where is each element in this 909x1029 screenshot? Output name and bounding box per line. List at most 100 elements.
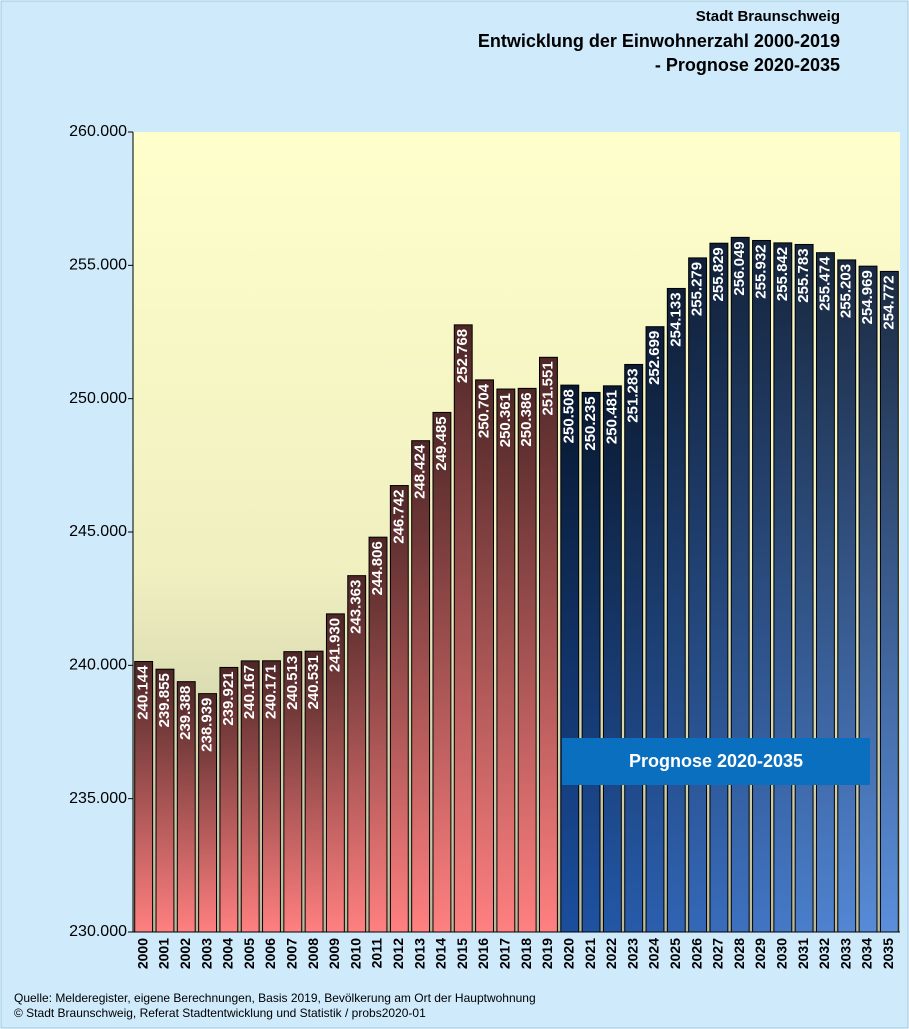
x-tick-label: 2002 <box>177 938 193 969</box>
y-tick-label: 250.000 <box>69 390 127 407</box>
bar <box>389 485 409 933</box>
value-label: 244.806 <box>369 541 386 595</box>
y-tick-label: 245.000 <box>69 523 127 540</box>
value-label: 246.742 <box>390 490 407 544</box>
x-tick-label: 2023 <box>624 938 640 969</box>
value-label: 250.704 <box>476 383 493 438</box>
value-label: 239.855 <box>156 673 173 727</box>
chart-title: - Prognose 2020-2035 <box>655 55 840 75</box>
y-tick-label: 235.000 <box>69 790 127 807</box>
x-tick-label: 2003 <box>198 938 214 969</box>
x-tick-label: 2011 <box>369 938 385 969</box>
value-label: 254.969 <box>859 270 876 324</box>
value-label: 255.203 <box>838 264 855 318</box>
value-label: 255.829 <box>710 247 727 301</box>
bar <box>560 384 580 933</box>
x-tick-label: 2004 <box>220 938 236 969</box>
value-label: 252.768 <box>454 329 471 383</box>
value-label: 255.932 <box>752 244 769 298</box>
bar <box>411 440 431 933</box>
x-tick-label: 2013 <box>411 938 427 969</box>
bar <box>517 387 537 933</box>
x-tick-label: 2028 <box>731 938 747 969</box>
x-tick-label: 2001 <box>156 938 172 969</box>
value-label: 255.474 <box>816 256 833 311</box>
x-tick-label: 2020 <box>560 938 576 969</box>
x-tick-label: 2017 <box>497 938 513 969</box>
x-tick-label: 2029 <box>752 938 768 969</box>
source-note: © Stadt Braunschweig, Referat Stadtentwi… <box>14 1006 426 1020</box>
x-tick-label: 2019 <box>539 938 555 969</box>
x-tick-label: 2015 <box>454 938 470 969</box>
value-label: 251.551 <box>539 361 556 415</box>
bar <box>368 536 388 933</box>
value-label: 255.279 <box>689 262 706 316</box>
bar <box>688 257 708 933</box>
bar <box>624 363 644 933</box>
x-tick-label: 2026 <box>688 938 704 969</box>
x-tick-label: 2012 <box>390 938 406 969</box>
annotation-box <box>562 738 870 785</box>
value-label: 250.386 <box>518 392 535 446</box>
x-tick-label: 2000 <box>134 938 150 969</box>
chart-title: Stadt Braunschweig <box>696 8 840 25</box>
value-label: 255.842 <box>774 247 791 301</box>
x-tick-label: 2022 <box>603 938 619 969</box>
value-label: 248.424 <box>412 444 429 499</box>
bar <box>815 252 835 933</box>
bar <box>496 388 516 933</box>
value-label: 240.171 <box>262 665 279 719</box>
bar <box>645 326 665 933</box>
x-tick-label: 2008 <box>305 938 321 969</box>
value-label: 239.388 <box>177 686 194 740</box>
y-tick-label: 240.000 <box>69 657 127 674</box>
x-tick-label: 2030 <box>774 938 790 969</box>
value-label: 240.167 <box>241 665 258 719</box>
x-tick-label: 2035 <box>880 938 896 969</box>
y-tick-label: 255.000 <box>69 257 127 274</box>
bar <box>773 242 793 933</box>
value-label: 241.930 <box>326 618 343 672</box>
value-label: 240.531 <box>305 655 322 709</box>
bar <box>837 259 857 933</box>
x-tick-label: 2009 <box>326 938 342 969</box>
bar <box>475 379 494 933</box>
x-tick-label: 2016 <box>475 938 491 969</box>
source-note: Quelle: Melderegister, eigene Berechnung… <box>14 991 536 1005</box>
bar <box>730 236 750 933</box>
value-label: 255.783 <box>795 248 812 302</box>
bar <box>709 242 729 933</box>
bar <box>581 391 601 933</box>
annotation: Prognose 2020-2035 <box>629 751 803 771</box>
bar <box>602 385 622 933</box>
bar <box>858 265 878 933</box>
value-label: 254.133 <box>667 292 684 346</box>
x-tick-label: 2005 <box>241 938 257 969</box>
value-label: 250.508 <box>561 389 578 443</box>
value-label: 243.363 <box>348 580 365 634</box>
x-tick-label: 2021 <box>582 938 598 969</box>
value-label: 250.361 <box>497 393 514 447</box>
x-tick-label: 2025 <box>667 938 683 969</box>
x-tick-label: 2031 <box>795 938 811 969</box>
x-tick-label: 2024 <box>646 938 662 969</box>
x-tick-label: 2033 <box>837 938 853 969</box>
chart-title: Entwicklung der Einwohnerzahl 2000-2019 <box>478 31 840 51</box>
value-label: 249.485 <box>433 416 450 470</box>
y-tick-label: 260.000 <box>69 123 127 140</box>
value-label: 240.144 <box>135 665 152 720</box>
x-tick-label: 2018 <box>518 938 534 969</box>
y-tick-label: 230.000 <box>69 923 127 940</box>
bar <box>879 270 899 933</box>
x-tick-label: 2032 <box>816 938 832 969</box>
bar <box>752 239 771 933</box>
value-label: 250.481 <box>603 390 620 444</box>
bar <box>666 287 686 933</box>
bar <box>794 243 814 933</box>
value-label: 239.921 <box>220 671 237 725</box>
value-label: 256.049 <box>731 241 748 295</box>
value-label: 251.283 <box>625 368 642 422</box>
x-tick-label: 2007 <box>283 938 299 969</box>
bar <box>453 324 473 933</box>
